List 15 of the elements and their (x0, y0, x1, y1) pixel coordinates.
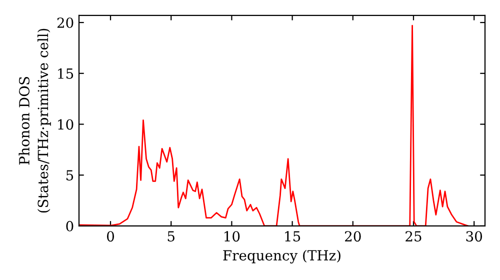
x-tick-label: 10 (224, 231, 240, 242)
x-tick-label: 30 (466, 231, 482, 242)
x-tick-label: 20 (345, 231, 361, 242)
x-axis-title: Frequency (THz) (223, 250, 340, 264)
y-tick-label: 5 (66, 170, 74, 181)
x-tick-label: 5 (168, 231, 174, 242)
x-tick-label: 15 (285, 231, 300, 242)
x-tick-label: 25 (406, 231, 422, 242)
y-axis-title: Phonon DOS (States/THz·primitive cell) (18, 28, 51, 213)
line-series (79, 24, 469, 226)
y-tick-label: 0 (66, 220, 74, 232)
y-tick-label: 15 (58, 68, 74, 79)
y-tick-label: 10 (58, 119, 74, 130)
y-tick-label: 20 (57, 17, 74, 28)
x-tick-label: 0 (107, 231, 114, 242)
